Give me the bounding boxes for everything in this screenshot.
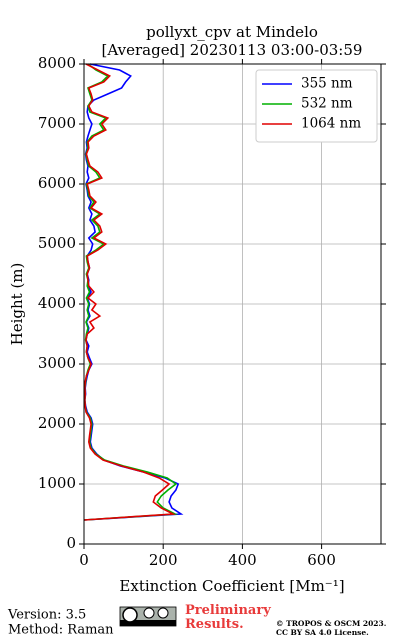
profile-line — [83, 63, 177, 521]
version: Version: 3.5 — [7, 608, 86, 623]
y-tick-label: 5000 — [38, 234, 76, 252]
y-tick-label: 8000 — [38, 54, 76, 72]
y-tick-label: 1000 — [38, 474, 76, 492]
x-tick-label: 400 — [228, 551, 257, 569]
preliminary-notice: Preliminary Results. — [185, 603, 275, 632]
x-tick-label: 600 — [307, 551, 336, 569]
y-axis-label: Height (m) — [8, 263, 26, 346]
notice-text: Preliminary — [185, 603, 271, 618]
x-axis-label: Extinction Coefficient [Mm⁻¹] — [119, 577, 344, 595]
legend: 355 nm 532 nm 1064 nm — [255, 69, 378, 143]
legend-label: 1064 nm — [301, 116, 361, 132]
y-tick-label: 2000 — [38, 414, 76, 432]
plot-frame — [83, 63, 382, 545]
y-tick-label: 4000 — [38, 294, 76, 312]
legend-label: 532 nm — [301, 96, 353, 112]
y-tick-label: 6000 — [38, 174, 76, 192]
y-tick-label: 7000 — [38, 114, 76, 132]
plot-area: 0 200 400 600010002000300040005000600070008… — [38, 54, 386, 569]
x-tick-label: 0 — [79, 551, 89, 569]
y-tick-label: 0 — [66, 534, 76, 552]
legend-label: 355 nm — [301, 76, 353, 92]
notice-text: Results. — [185, 617, 244, 632]
copyright: © TROPOS & OSCM 2023. — [276, 619, 386, 628]
method: Method: Raman — [8, 623, 114, 638]
license: CC BY SA 4.0 License. — [276, 628, 369, 637]
y-tick-label: 3000 — [38, 354, 76, 372]
chart-title: pollyxt_cpv at Mindelo — [146, 23, 318, 41]
cc-badge — [119, 606, 177, 627]
x-tick-label: 200 — [149, 551, 178, 569]
chart-subtitle: [Averaged] 20230113 03:00-03:59 — [102, 41, 363, 59]
